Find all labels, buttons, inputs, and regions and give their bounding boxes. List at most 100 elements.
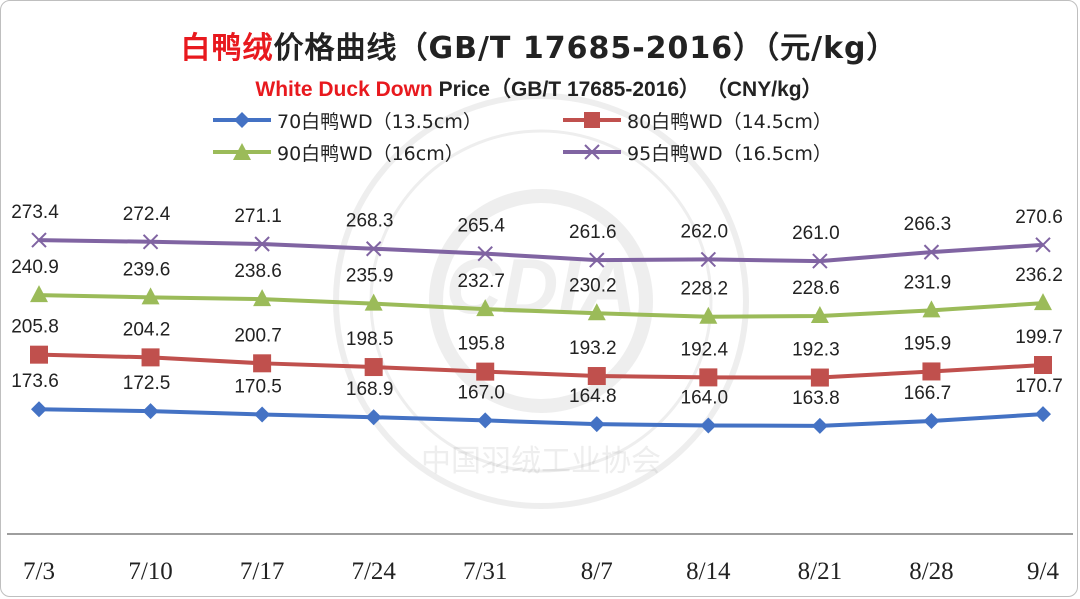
legend-label-80: 80白鸭WD（14.5cm） (627, 110, 832, 133)
x-tick-label: 8/7 (581, 558, 613, 585)
point-marker (1035, 237, 1051, 253)
point-marker (588, 416, 605, 433)
data-label: 271.1 (234, 206, 282, 227)
chart-title-en: White Duck Down Price（GB/T 17685-2016） （… (1, 73, 1077, 103)
legend-label-70: 70白鸭WD（13.5cm） (277, 110, 482, 133)
point-marker (922, 300, 941, 318)
data-label: 192.4 (681, 339, 729, 360)
x-tick-label: 7/10 (128, 558, 172, 585)
data-label: 261.6 (569, 222, 617, 243)
point-marker (141, 287, 160, 305)
chart-legend: 70白鸭WD（13.5cm） 80白鸭WD（14.5cm） 90白鸭WD（16c… (211, 107, 891, 165)
point-marker (699, 368, 718, 387)
point-marker (142, 234, 159, 250)
data-label: 164.8 (569, 386, 617, 407)
point-marker (476, 362, 495, 381)
x-tick-label: 9/4 (1027, 558, 1059, 585)
x-tick-label: 7/17 (240, 558, 284, 585)
chart-title-cn: 白鸭绒价格曲线（GB/T 17685-2016）（元/kg） (1, 23, 1077, 67)
point-marker (589, 252, 605, 268)
data-label: 164.0 (681, 388, 729, 409)
title-en-rest: Price（GB/T 17685-2016） （CNY/kg） (432, 78, 823, 101)
legend-triangle-marker (213, 143, 271, 160)
legend-label-90: 90白鸭WD（16cm） (277, 142, 464, 165)
title-cn-highlight: 白鸭绒 (180, 31, 274, 66)
legend-x-marker (563, 144, 621, 160)
point-marker (587, 367, 606, 386)
series-line (38, 407, 1044, 428)
point-marker (699, 306, 718, 324)
point-marker (477, 245, 493, 262)
data-label: 228.6 (792, 278, 840, 299)
point-marker (142, 403, 159, 420)
point-marker (30, 345, 48, 364)
series-line (38, 293, 1044, 319)
data-label: 168.9 (346, 379, 394, 400)
point-marker (923, 244, 940, 260)
data-label: 261.0 (792, 223, 840, 244)
data-label: 266.3 (904, 214, 952, 235)
point-marker (923, 412, 940, 429)
data-label: 231.9 (904, 272, 952, 293)
data-label: 199.7 (1015, 327, 1063, 348)
data-label: 170.7 (1015, 376, 1063, 397)
data-label: 200.7 (234, 325, 282, 346)
data-label: 193.2 (569, 338, 617, 359)
point-marker (253, 289, 272, 307)
point-marker (922, 362, 941, 381)
legend-item-90: 90白鸭WD（16cm） (211, 139, 561, 165)
data-label: 195.9 (904, 333, 952, 354)
point-marker (700, 417, 717, 434)
point-marker (587, 303, 606, 321)
point-marker (812, 253, 828, 269)
data-label: 192.3 (792, 340, 840, 361)
point-marker (364, 358, 383, 377)
x-tick-label: 7/31 (463, 558, 507, 585)
x-tick-label: 8/28 (909, 558, 953, 585)
data-label: 239.6 (123, 259, 171, 280)
data-label: 262.0 (681, 221, 729, 242)
point-marker (700, 251, 717, 268)
data-label: 240.9 (11, 257, 59, 278)
legend-item-95: 95白鸭WD（16.5cm） (561, 139, 891, 165)
point-marker (31, 232, 47, 248)
data-label: 272.4 (123, 204, 171, 225)
data-label: 273.4 (11, 202, 59, 223)
point-marker (30, 285, 48, 303)
point-marker (254, 236, 270, 252)
series-line (38, 238, 1044, 264)
watermark-text: 中国羽绒工业协会 (421, 444, 661, 479)
data-label: 235.9 (346, 266, 394, 287)
title-en-highlight: White Duck Down (255, 78, 433, 101)
series-line (38, 352, 1044, 380)
data-label: 172.5 (123, 373, 171, 394)
data-label: 166.7 (904, 383, 952, 404)
point-marker (1035, 406, 1051, 423)
data-label: 204.2 (123, 319, 171, 340)
x-tick-label: 8/21 (798, 558, 842, 585)
point-marker (810, 368, 829, 387)
legend-item-70: 70白鸭WD（13.5cm） (211, 107, 561, 133)
point-marker (1034, 356, 1052, 375)
title-cn-rest: 价格曲线（GB/T 17685-2016）（元/kg） (273, 31, 898, 66)
point-marker (365, 241, 382, 257)
legend-label-95: 95白鸭WD（16.5cm） (627, 142, 832, 165)
point-marker (476, 299, 495, 317)
data-label: 270.6 (1015, 207, 1063, 228)
point-marker (365, 409, 382, 426)
point-marker (31, 401, 47, 418)
x-tick-label: 7/24 (351, 558, 396, 585)
point-marker (253, 354, 272, 373)
data-label: 163.8 (792, 388, 840, 409)
data-label: 167.0 (457, 382, 505, 403)
data-label: 228.2 (681, 279, 729, 300)
legend-item-80: 80白鸭WD（14.5cm） (561, 107, 891, 133)
legend-square-marker (563, 112, 621, 128)
point-marker (254, 406, 271, 423)
point-marker (477, 412, 494, 429)
point-marker (141, 348, 160, 367)
data-label: 198.5 (346, 329, 394, 350)
data-label: 205.8 (11, 317, 59, 338)
